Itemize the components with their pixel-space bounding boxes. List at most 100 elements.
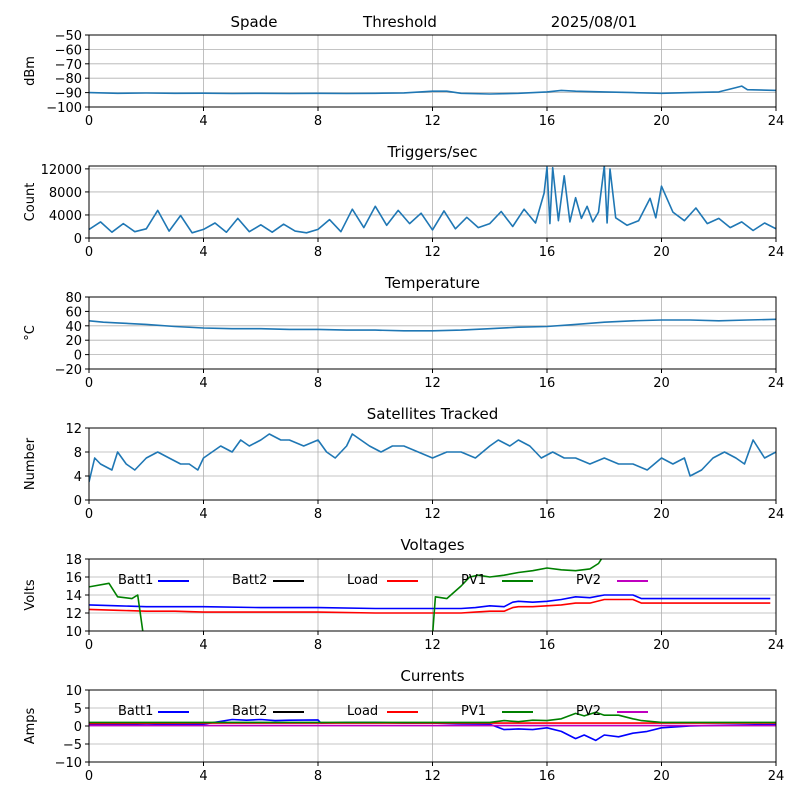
x-tick-label: 4 [199, 638, 207, 653]
panel-voltages: 0 4 8 12 16 20 24 10 12 14 16 18 Voltages Volts Batt1 B… [23, 536, 784, 653]
x-tick-label: 0 [85, 376, 93, 391]
x-tick-label: 24 [768, 245, 785, 260]
y-tick-label: −80 [55, 72, 82, 87]
y-tick-label: 16 [65, 571, 82, 586]
legend-label-batt2: Batt2 [232, 704, 267, 719]
x-tick-label: 0 [85, 114, 93, 129]
y-tick-label: −20 [55, 363, 82, 378]
y-tick-label: −100 [46, 101, 82, 116]
y-axis-label: Volts [23, 579, 38, 611]
series-line-satellites [89, 433, 776, 483]
y-tick-label: 4000 [49, 209, 82, 224]
x-tick-label: 20 [653, 638, 670, 653]
chart-title: Triggers/sec [387, 143, 478, 161]
x-tick-label: 0 [85, 245, 93, 260]
legend-label-pv1: PV1 [461, 573, 486, 588]
x-tick-label: 20 [653, 507, 670, 522]
x-tick-label: 20 [653, 769, 670, 784]
legend-label-batt1: Batt1 [118, 704, 153, 719]
y-tick-label: 40 [65, 320, 82, 335]
panel-currents: 0 4 8 12 16 20 24 −10 −5 0 5 10 Currents Amps Batt1 Bat… [23, 667, 784, 784]
header-mode: Threshold [362, 13, 437, 31]
header-date: 2025/08/01 [551, 13, 637, 31]
x-tick-label: 4 [199, 376, 207, 391]
y-tick-label: −50 [55, 29, 82, 44]
x-tick-label: 8 [314, 638, 322, 653]
legend-label-batt2: Batt2 [232, 573, 267, 588]
y-tick-label: 14 [65, 589, 82, 604]
y-tick-label: 4 [74, 470, 82, 485]
y-tick-label: 0 [74, 494, 82, 509]
y-tick-label: 20 [65, 334, 82, 349]
x-tick-label: 12 [424, 114, 441, 129]
chart-title: Voltages [400, 536, 464, 554]
legend-label-batt1: Batt1 [118, 573, 153, 588]
x-tick-label: 4 [199, 507, 207, 522]
x-tick-label: 0 [85, 507, 93, 522]
x-tick-label: 12 [424, 507, 441, 522]
x-tick-label: 16 [539, 769, 556, 784]
x-tick-label: 16 [539, 507, 556, 522]
series-line-batt1 [89, 594, 771, 610]
header-station: Spade [231, 13, 278, 31]
y-tick-label: 60 [65, 305, 82, 320]
y-tick-label: 12000 [41, 163, 82, 178]
x-tick-label: 24 [768, 376, 785, 391]
x-tick-label: 24 [768, 769, 785, 784]
y-tick-label: 12 [65, 422, 82, 437]
series-line-triggers [89, 166, 776, 234]
panel-satellites: 0 4 8 12 16 20 24 0 4 8 12 Satellites Tracked Number [23, 405, 784, 522]
y-tick-label: 0 [74, 720, 82, 735]
y-tick-label: 10 [65, 684, 82, 699]
y-tick-label: 18 [65, 553, 82, 568]
y-tick-label: 12 [65, 607, 82, 622]
y-tick-label: 5 [74, 702, 82, 717]
x-tick-label: 4 [199, 114, 207, 129]
x-tick-label: 24 [768, 114, 785, 129]
x-tick-label: 16 [539, 376, 556, 391]
x-tick-label: 20 [653, 245, 670, 260]
series-line-signal [89, 85, 776, 95]
x-tick-label: 20 [653, 114, 670, 129]
y-tick-label: 8000 [49, 186, 82, 201]
x-tick-label: 24 [768, 638, 785, 653]
series-line-load [89, 598, 771, 614]
series-line-batt1 [89, 718, 776, 742]
y-tick-label: −70 [55, 58, 82, 73]
y-tick-label: 0 [74, 232, 82, 247]
y-tick-label: −60 [55, 43, 82, 58]
legend-label-load: Load [347, 573, 378, 588]
x-tick-label: 12 [424, 769, 441, 784]
y-tick-label: 10 [65, 625, 82, 640]
x-tick-label: 16 [539, 114, 556, 129]
x-tick-label: 0 [85, 769, 93, 784]
x-tick-label: 24 [768, 507, 785, 522]
y-tick-label: 0 [74, 349, 82, 364]
series-line-pv1 [89, 711, 776, 724]
y-tick-label: −10 [55, 756, 82, 771]
chart-title: Temperature [384, 274, 480, 292]
x-tick-label: 4 [199, 245, 207, 260]
y-tick-label: 80 [65, 291, 82, 306]
legend-label-pv2: PV2 [576, 704, 601, 719]
x-tick-label: 16 [539, 638, 556, 653]
y-tick-label: 8 [74, 446, 82, 461]
x-tick-label: 4 [199, 769, 207, 784]
panel-triggers: 0 4 8 12 16 20 24 0 4000 8000 12000 Triggers/sec Cou… [23, 143, 784, 260]
y-axis-label: Amps [23, 707, 38, 744]
x-tick-label: 16 [539, 245, 556, 260]
x-tick-label: 12 [424, 245, 441, 260]
legend-label-pv2: PV2 [576, 573, 601, 588]
chart-title: Currents [400, 667, 464, 685]
x-tick-label: 12 [424, 638, 441, 653]
x-tick-label: 20 [653, 376, 670, 391]
panel-signal: 0 4 8 12 16 20 24 −100−90−80−70−60−50 dBm [23, 29, 784, 129]
series-line-pv1 [89, 559, 603, 631]
y-tick-label: −90 [55, 87, 82, 102]
legend-label-load: Load [347, 704, 378, 719]
x-tick-label: 8 [314, 245, 322, 260]
y-axis-label: dBm [23, 56, 38, 86]
